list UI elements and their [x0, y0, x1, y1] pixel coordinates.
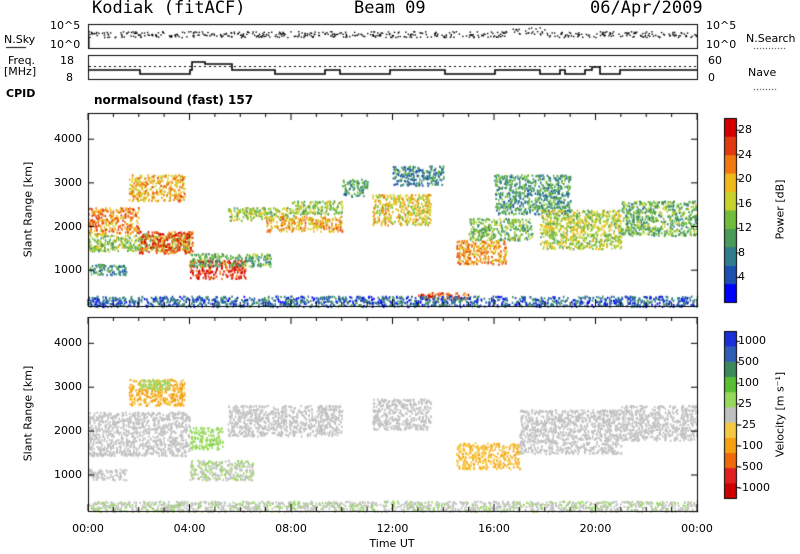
y-tick-label: 1000: [54, 263, 82, 277]
colorbar-title: Power [dB]: [773, 179, 787, 240]
noise-tick-top-left: 10^5: [50, 19, 81, 32]
freq-tick-8: 8: [66, 71, 73, 84]
colorbar-tick-label: 8: [738, 245, 745, 259]
colorbar-tick-label: -500: [738, 459, 763, 473]
station-title: Kodiak (fitACF): [92, 0, 246, 18]
y-tick-label: 2000: [54, 424, 82, 438]
colorbar-tick-label: 28: [738, 123, 752, 137]
colorbar-tick-label: 16: [738, 196, 752, 210]
colorbar-title: Velocity [m s⁻¹]: [773, 371, 787, 457]
date-title: 06/Apr/2009: [590, 0, 703, 18]
y-tick-label: 2000: [54, 219, 82, 233]
x-tick-label: 00:00: [681, 522, 713, 535]
colorbar-tick-label: 12: [738, 221, 752, 235]
x-tick-label: 12:00: [376, 522, 409, 535]
freq-label-1: Freq.: [8, 54, 36, 67]
colorbar-tick-label: 20: [738, 172, 752, 186]
colorbar-tick-label: 500: [738, 355, 759, 369]
colorbar-tick-label: 4: [738, 270, 745, 284]
colorbar-tick-label: 1000: [738, 334, 766, 348]
colorbar-tick-label: -1000: [738, 480, 770, 494]
colorbar-tick-label: 25: [738, 397, 752, 411]
noise-tick-bottom-left: 10^0: [50, 38, 81, 51]
y-tick-label: 4000: [54, 132, 82, 146]
beam-title: Beam 09: [354, 0, 426, 18]
y-axis-title: Slant Range [km]: [21, 161, 35, 257]
y-tick-label: 4000: [54, 336, 82, 350]
x-tick-label: 08:00: [275, 522, 307, 535]
x-tick-label: 00:00: [72, 522, 104, 535]
colorbar-tick-label: -25: [738, 417, 756, 431]
colorbar-tick-label: -100: [738, 438, 763, 452]
y-tick-label: 3000: [54, 175, 82, 189]
freq-label-2: [MHz]: [4, 65, 37, 78]
x-tick-label: 16:00: [478, 522, 510, 535]
x-tick-label: 04:00: [173, 522, 206, 535]
noise-tick-top-right: 10^5: [706, 19, 737, 32]
x-axis-title: Time UT: [369, 537, 415, 550]
y-tick-label: 3000: [54, 380, 82, 394]
cpid-label: CPID: [6, 87, 36, 100]
nsky-label: N.Sky: [4, 33, 36, 46]
x-tick-label: 20:00: [579, 522, 612, 535]
cpid-value: normalsound (fast) 157: [94, 93, 254, 107]
nave-tick-0: 0: [708, 71, 715, 84]
freq-tick-18: 18: [60, 54, 74, 67]
nave-tick-60: 60: [708, 54, 722, 67]
y-axis-title: Slant Range [km]: [21, 365, 35, 462]
y-tick-label: 1000: [54, 468, 82, 481]
nsearch-label: N.Search: [746, 32, 796, 45]
colorbar-tick-label: 100: [738, 376, 759, 390]
noise-tick-bottom-right: 10^0: [706, 38, 737, 51]
colorbar-tick-label: 24: [738, 147, 752, 161]
nave-label: Nave: [748, 66, 777, 79]
